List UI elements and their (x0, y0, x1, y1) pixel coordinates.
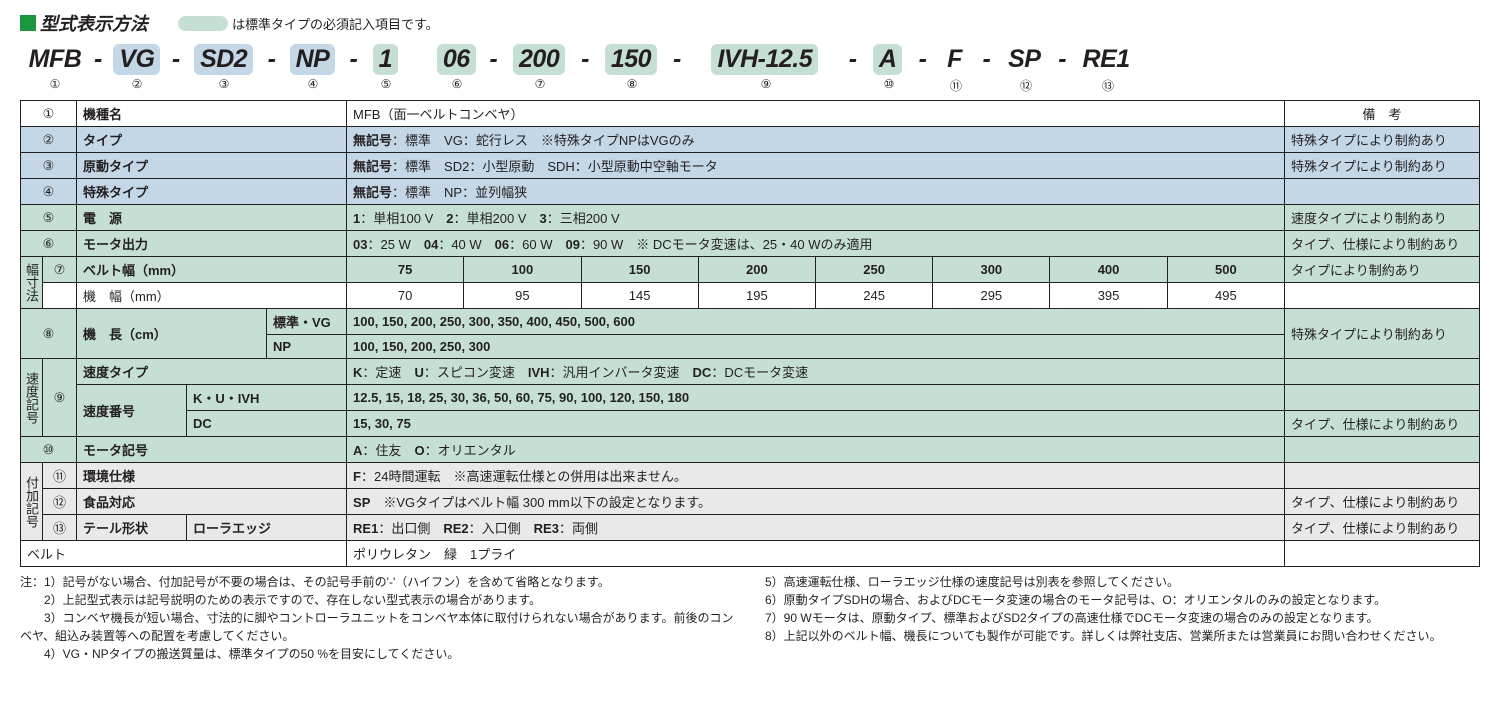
model-num-10: ⑩ (862, 77, 916, 94)
model-seg-7: 200 (501, 44, 577, 75)
row-kishu: ① 機種名 MFB（面一ベルトコンベヤ） 備 考 (21, 101, 1480, 127)
row-env: 付加記号 ⑪ 環境仕様 F：24時間運転 ※高速運転仕様との併用は出来ません。 (21, 463, 1480, 489)
notes: 注：1）記号がない場合、付加記号が不要の場合は、その記号手前の'-'（ハイフン）… (20, 573, 1480, 663)
row-type: ② タイプ 無記号：標準 VG：蛇行レス ※特殊タイプNPはVGのみ 特殊タイプ… (21, 127, 1480, 153)
model-num-4: ④ (280, 77, 346, 94)
row-speed-kuivh: 速度番号 K・U・IVH 12.5, 15, 18, 25, 30, 36, 5… (21, 385, 1480, 411)
row-drive: ③ 原動タイプ 無記号：標準 SD2：小型原動 SDH：小型原動中空軸モータ 特… (21, 153, 1480, 179)
model-num-8: ⑧ (594, 77, 670, 94)
model-num-6: ⑥ (428, 77, 486, 94)
model-num-9: ⑨ (686, 77, 846, 94)
row-motor-output: ⑥ モータ出力 03：25 W 04：40 W 06：60 W 09：90 W … (21, 231, 1480, 257)
header: 型式表示方法 は標準タイプの必須記入項目です。 (20, 10, 1480, 36)
model-seg-10: A (861, 44, 915, 75)
legend-pill-icon (178, 16, 228, 31)
val-kishu: MFB（面一ベルトコンベヤ） (347, 101, 1285, 127)
model-seg-1: MFB (20, 45, 90, 74)
row-power: ⑤ 電 源 1：単相100 V 2：単相200 V 3：三相200 V 速度タイ… (21, 205, 1480, 231)
label-kishu: 機種名 (77, 101, 347, 127)
spec-table: ① 機種名 MFB（面一ベルトコンベヤ） 備 考 ② タイプ 無記号：標準 VG… (20, 100, 1480, 567)
row-food: ⑫ 食品対応 SP ※VGタイプはベルト幅 300 mm以下の設定となります。 … (21, 489, 1480, 515)
green-square-icon (20, 15, 36, 31)
notes-left: 注：1）記号がない場合、付加記号が不要の場合は、その記号手前の'-'（ハイフン）… (20, 573, 735, 663)
model-seg-13: RE1 (1070, 44, 1142, 75)
page-title: 型式表示方法 (40, 10, 148, 36)
model-num-3: ③ (184, 77, 264, 94)
model-code-row: MFB-VG-SD2-NP-106-200-150-IVH-12.5-A-F-S… (20, 44, 1480, 75)
row-tail: ⑬ テール形状 ローラエッジ RE1：出口側 RE2：入口側 RE3：両側 タイ… (21, 515, 1480, 541)
row-special: ④ 特殊タイプ 無記号：標準 NP：並列幅狭 (21, 179, 1480, 205)
row-length-std: ⑧ 機 長（cm） 標準・VG 100, 150, 200, 250, 300,… (21, 309, 1480, 335)
model-num-12: ⑫ (996, 77, 1056, 94)
model-seg-9: IVH-12.5 (685, 44, 845, 75)
model-seg-4: NP (279, 44, 345, 75)
model-num-11: ⑪ (932, 77, 980, 94)
model-seg-2: VG (106, 44, 168, 75)
row-belt: ベルト ポリウレタン 緑 1プライ (21, 541, 1480, 567)
row-motor-code: ⑩ モータ記号 A：住友 O：オリエンタル (21, 437, 1480, 463)
model-seg-11: F (930, 44, 978, 75)
model-num-2: ② (106, 77, 168, 94)
row-speed-dc: DC 15, 30, 75 タイプ、仕様により制約あり (21, 411, 1480, 437)
model-seg-12: SP (994, 44, 1054, 75)
remarks-header: 備 考 (1285, 101, 1480, 127)
model-seg-6: 06 (427, 44, 485, 75)
notes-right: 5）高速運転仕様、ローラエッジ仕様の速度記号は別表を参照してください。6）原動タ… (765, 573, 1480, 663)
num-1: ① (21, 101, 77, 127)
model-seg-5: 1 (361, 44, 409, 75)
model-number-row: ①②③④⑤ ⑥⑦⑧⑨⑩⑪⑫⑬ (20, 77, 1480, 94)
legend-text: は標準タイプの必須記入項目です。 (232, 14, 439, 33)
model-seg-3: SD2 (184, 44, 264, 75)
row-speed-type: 速度記号 ⑨ 速度タイプ K：定速 U：スピコン変速 IVH：汎用インバータ変速… (21, 359, 1480, 385)
model-seg-8: 150 (593, 44, 669, 75)
model-num-5: ⑤ (362, 77, 410, 94)
row-frame-width: 機 幅（mm） 70 95 145 195 245 295 395 495 (21, 283, 1480, 309)
model-num-1: ① (20, 77, 90, 94)
row-belt-width: 幅寸法 ⑦ ベルト幅（mm） 75 100 150 200 250 300 40… (21, 257, 1480, 283)
val-type: 無記号：標準 VG：蛇行レス ※特殊タイプNPはVGのみ (347, 127, 1285, 153)
model-num-13: ⑬ (1072, 77, 1144, 94)
model-num-7: ⑦ (502, 77, 578, 94)
